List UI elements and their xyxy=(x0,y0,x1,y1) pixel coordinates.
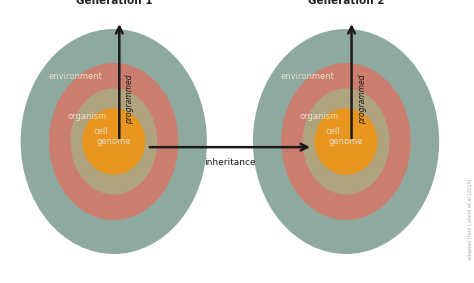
Ellipse shape xyxy=(315,109,377,174)
Text: organism: organism xyxy=(67,112,107,121)
Text: programmed: programmed xyxy=(126,74,135,124)
Ellipse shape xyxy=(21,30,206,253)
Ellipse shape xyxy=(254,30,438,253)
Text: cell: cell xyxy=(326,127,340,136)
Ellipse shape xyxy=(50,64,178,219)
Text: organism: organism xyxy=(300,112,339,121)
Text: inheritance: inheritance xyxy=(204,158,255,168)
Text: Generation 1: Generation 1 xyxy=(75,0,152,7)
Text: adapted from Laland et al (2015): adapted from Laland et al (2015) xyxy=(468,179,473,260)
Ellipse shape xyxy=(303,89,389,194)
Text: genome: genome xyxy=(97,137,131,146)
Ellipse shape xyxy=(71,89,156,194)
Text: Generation 2: Generation 2 xyxy=(308,0,384,7)
Text: cell: cell xyxy=(94,127,108,136)
Ellipse shape xyxy=(83,109,145,174)
Text: environment: environment xyxy=(48,72,102,81)
Text: environment: environment xyxy=(280,72,334,81)
Ellipse shape xyxy=(282,64,410,219)
Text: genome: genome xyxy=(329,137,363,146)
Text: programmed: programmed xyxy=(358,74,367,124)
